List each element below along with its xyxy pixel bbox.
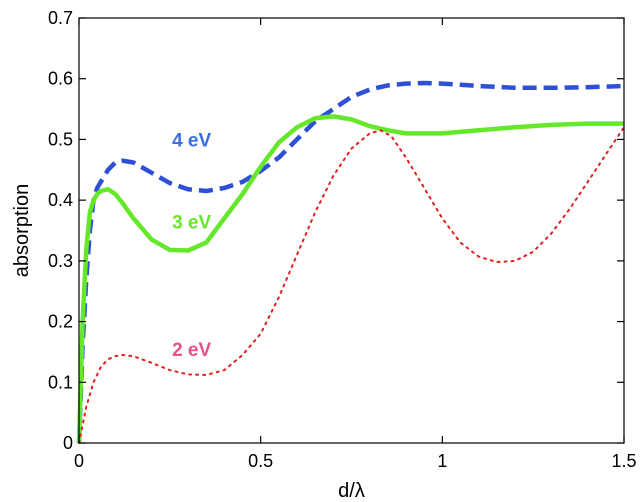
series-line-2-ev bbox=[78, 126, 625, 444]
series-label-2-ev: 2 eV bbox=[172, 340, 211, 361]
axes-box bbox=[78, 17, 625, 444]
series-label-3-ev: 3 eV bbox=[172, 212, 211, 233]
series-layer bbox=[76, 80, 625, 444]
x-axis-title: d/λ bbox=[338, 480, 365, 502]
y-tick-label: 0 bbox=[63, 433, 73, 453]
x-tick-label: 0 bbox=[74, 451, 84, 471]
y-tick-label: 0.3 bbox=[48, 251, 73, 271]
series-label-4-ev: 4 eV bbox=[172, 130, 211, 151]
y-tick-label: 0.4 bbox=[48, 190, 73, 210]
series-labels-layer: 4 eV 3 eV 2 eV bbox=[172, 130, 211, 360]
y-axis-title: absorption bbox=[11, 184, 33, 277]
y-tick-label: 0.2 bbox=[48, 312, 73, 332]
series-line-3-ev bbox=[76, 114, 624, 444]
y-tick-label: 0.6 bbox=[48, 69, 73, 89]
x-tick-label: 1.5 bbox=[611, 451, 636, 471]
tick-labels-layer: 0 0.5 1 1.5 0 0.1 0.2 0.3 0.4 0.5 0.6 0.7 bbox=[48, 8, 637, 471]
y-tick-label: 0.7 bbox=[48, 8, 73, 28]
y-tick-label: 0.1 bbox=[48, 372, 73, 392]
x-tick-label: 0.5 bbox=[248, 451, 273, 471]
x-tick-label: 1 bbox=[437, 451, 447, 471]
y-tick-label: 0.5 bbox=[48, 129, 73, 149]
